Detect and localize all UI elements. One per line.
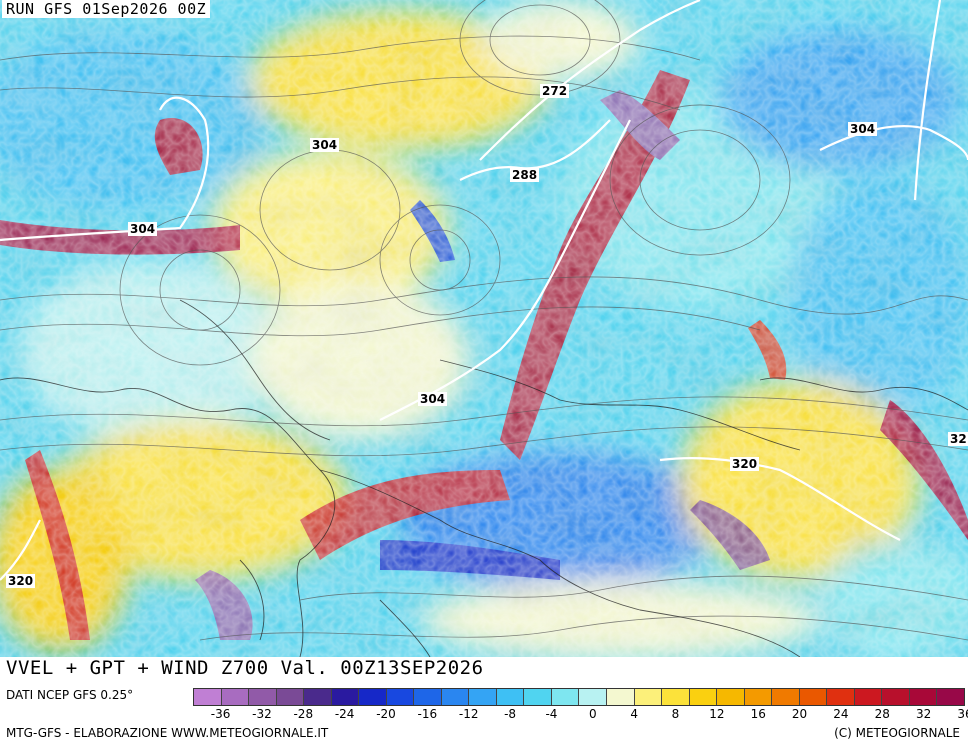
colorbar-swatch [744,689,773,705]
contour-label: 272 [540,84,570,98]
contour-label: 320 [730,457,760,471]
colorbar-swatch [717,689,745,705]
colorbar-swatch [909,689,938,705]
colorbar-tick-label: 36 [957,707,968,721]
wind-streamlines [0,0,968,641]
colorbar-swatch [772,689,800,705]
data-source: DATI NCEP GFS 0.25° [6,688,134,702]
colorbar-swatch [662,689,690,705]
colorbar-tick-label: -8 [504,707,517,721]
colorbar-tick-label: -20 [376,707,396,721]
colorbar-tick-label: -36 [210,707,231,721]
colorbar-swatch [799,689,828,705]
colorbar-tick-label: 32 [916,707,932,721]
colorbar-swatch [221,689,250,705]
colorbar-swatch [854,689,883,705]
colorbar-tick-label: -32 [252,707,272,721]
contour-label: 32 [948,432,968,446]
contour-label: 304 [418,392,448,406]
colorbar-tick-label: -24 [334,707,355,721]
colorbar-tick-label: 4 [630,707,638,721]
run-label: RUN GFS 01Sep2026 00Z [2,0,211,18]
colorbar-swatch [579,689,607,705]
colorbar-tick-label: -16 [417,707,438,721]
colorbar-swatch [414,689,442,705]
colorbar [193,688,965,706]
colorbar-swatch [551,689,580,705]
colorbar-tick-label: 0 [588,707,597,721]
credits-right: (C) METEOGIORNALE [834,726,960,740]
coastlines [0,299,968,657]
colorbar-swatch [937,689,964,705]
title-band [0,657,968,683]
colorbar-tick-label: -12 [458,707,479,721]
colorbar-ticks: -36 -32 -28 -24 -20 -16 -12 -8 -4 0 4 8 12 16 20 24 28 32… [193,707,968,723]
colorbar-tick-label: -28 [293,707,314,721]
colorbar-tick-label: -4 [545,707,558,721]
colorbar-swatch [441,689,470,705]
colorbar-swatch [496,689,525,705]
colorbar-swatch [331,689,360,705]
contour-label: 304 [848,122,878,136]
colorbar-swatch [606,689,635,705]
colorbar-swatch [827,689,855,705]
colorbar-swatch [276,689,305,705]
colorbar-swatch [304,689,332,705]
colorbar-tick-label: 8 [671,707,680,721]
colorbar-tick-label: 16 [750,707,766,721]
vertical-velocity-field [0,0,968,657]
colorbar-swatch [882,689,910,705]
colorbar-tick-label: 12 [709,707,725,721]
geopotential-contours [0,0,968,581]
colorbar-swatch [386,689,415,705]
contour-label: 304 [310,138,340,152]
credits-left: MTG-GFS - ELABORAZIONE WWW.METEOGIORNALE… [6,726,329,740]
colorbar-swatch [359,689,387,705]
map-area: RUN GFS 01Sep2026 00Z 272 304 288 304 30… [0,0,968,657]
contour-label: 288 [510,168,540,182]
colorbar-swatch [469,689,497,705]
contour-label: 320 [6,574,36,588]
colorbar-swatch [634,689,663,705]
colorbar-swatch [194,689,222,705]
colorbar-tick-label: 28 [874,707,890,721]
colorbar-swatch [689,689,718,705]
colorbar-tick-label: 24 [833,707,849,721]
colorbar-swatch [524,689,552,705]
colorbar-swatch [249,689,277,705]
colorbar-tick-label: 20 [791,707,808,721]
contour-label: 304 [128,222,158,236]
map-title: VVEL + GPT + WIND Z700 Val. 00Z13SEP2026 [6,657,484,679]
